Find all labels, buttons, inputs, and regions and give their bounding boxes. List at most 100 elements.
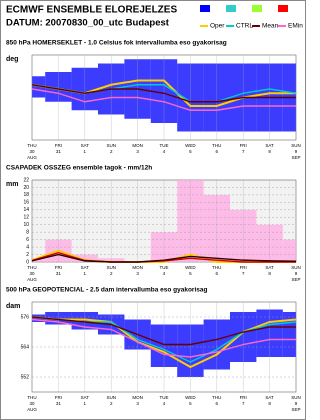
x-tick-day: 5 bbox=[189, 401, 192, 406]
legend-label: Mean bbox=[262, 23, 279, 30]
x-tick-label: TUE bbox=[160, 143, 169, 148]
y-tick-label: 16 bbox=[23, 200, 29, 206]
x-tick-day: 2 bbox=[110, 271, 113, 276]
y-tick-label: 4 bbox=[26, 244, 29, 250]
x-tick-label: SAT bbox=[265, 143, 274, 148]
legend-label: EMin bbox=[288, 23, 303, 30]
x-tick-day: 9 bbox=[295, 149, 298, 154]
x-tick-label: THU bbox=[212, 143, 221, 148]
y-tick-label: 8 bbox=[26, 230, 29, 236]
x-tick-day: 7 bbox=[242, 271, 245, 276]
page-subtitle: DATUM: 20070830_00_utc Budapest bbox=[6, 18, 170, 29]
x-tick-label: SUN bbox=[106, 143, 116, 148]
series-line bbox=[31, 84, 296, 103]
month-label: AUG bbox=[27, 277, 37, 282]
x-tick-label: WED bbox=[185, 265, 196, 270]
x-tick-label: SAT bbox=[81, 395, 90, 400]
x-tick-day: 8 bbox=[268, 149, 271, 154]
x-tick-day: 31 bbox=[56, 401, 62, 406]
x-tick-day: 30 bbox=[29, 401, 35, 406]
x-tick-label: SAT bbox=[265, 395, 274, 400]
y-tick-label: 14 bbox=[23, 207, 29, 213]
y-tick-label: 0 bbox=[26, 259, 29, 265]
y-axis-label: deg bbox=[6, 56, 18, 63]
y-tick-label: 2 bbox=[26, 252, 29, 258]
x-tick-label: FRI bbox=[240, 143, 247, 148]
x-tick-label: FRI bbox=[240, 265, 247, 270]
x-tick-label: MON bbox=[132, 265, 143, 270]
x-tick-day: 6 bbox=[216, 149, 219, 154]
x-tick-day: 31 bbox=[56, 271, 62, 276]
legend-label: Oper bbox=[210, 23, 225, 30]
x-tick-label: SUN bbox=[291, 143, 301, 148]
x-tick-label: SAT bbox=[81, 265, 90, 270]
y-tick-label: 552 bbox=[21, 374, 30, 380]
meteogram: ECMWF ENSEMBLE ELOREJELZES DATUM: 200708… bbox=[0, 0, 306, 420]
x-tick-label: THU bbox=[27, 143, 36, 148]
page-title: ECMWF ENSEMBLE ELOREJELZES bbox=[6, 5, 177, 16]
x-tick-day: 30 bbox=[29, 149, 35, 154]
x-tick-day: 3 bbox=[136, 401, 139, 406]
x-tick-day: 6 bbox=[216, 271, 219, 276]
x-tick-day: 4 bbox=[163, 271, 166, 276]
x-tick-label: SUN bbox=[106, 265, 116, 270]
panel-title: 500 hPa GEOPOTENCIAL - 2.5 dam intervall… bbox=[6, 287, 207, 294]
panel-title: CSAPADEK OSSZEG ensemble tagok - mm/12h bbox=[6, 165, 152, 172]
x-tick-day: 4 bbox=[163, 401, 166, 406]
y-tick-label: 6 bbox=[26, 237, 29, 243]
plot bbox=[31, 179, 297, 263]
x-tick-label: THU bbox=[27, 265, 36, 270]
x-tick-day: 9 bbox=[295, 401, 298, 406]
x-tick-day: 2 bbox=[110, 149, 113, 154]
x-tick-label: SUN bbox=[106, 395, 116, 400]
x-tick-day: 1 bbox=[84, 401, 87, 406]
x-tick-day: 5 bbox=[189, 149, 192, 154]
x-tick-label: THU bbox=[27, 395, 36, 400]
x-tick-day: 7 bbox=[242, 149, 245, 154]
x-tick-label: SAT bbox=[81, 143, 90, 148]
x-tick-label: FRI bbox=[55, 265, 62, 270]
x-tick-day: 30 bbox=[29, 271, 35, 276]
x-tick-day: 4 bbox=[163, 149, 166, 154]
x-tick-label: THU bbox=[212, 265, 221, 270]
x-tick-day: 8 bbox=[268, 401, 271, 406]
series-line bbox=[31, 316, 297, 369]
month-label: AUG bbox=[27, 407, 37, 412]
series-line bbox=[31, 251, 296, 263]
x-tick-label: SAT bbox=[265, 265, 274, 270]
x-tick-day: 1 bbox=[84, 149, 87, 154]
y-tick-label: 22 bbox=[23, 177, 29, 183]
x-tick-label: WED bbox=[185, 395, 196, 400]
plot bbox=[31, 302, 297, 392]
y-tick-label: 576 bbox=[21, 314, 30, 320]
x-tick-label: TUE bbox=[160, 265, 169, 270]
x-tick-label: MON bbox=[132, 143, 143, 148]
month-label: SEP bbox=[291, 407, 300, 412]
x-tick-day: 7 bbox=[242, 401, 245, 406]
y-tick-label: 10 bbox=[23, 222, 29, 228]
x-tick-day: 8 bbox=[268, 271, 271, 276]
x-tick-label: MON bbox=[132, 395, 143, 400]
spread-band bbox=[32, 258, 46, 262]
x-tick-day: 2 bbox=[110, 401, 113, 406]
x-tick-label: SUN bbox=[291, 265, 301, 270]
x-tick-day: 3 bbox=[136, 271, 139, 276]
y-tick-label: 18 bbox=[23, 192, 29, 198]
x-tick-label: THU bbox=[212, 395, 221, 400]
x-tick-day: 6 bbox=[216, 401, 219, 406]
x-tick-day: 9 bbox=[295, 271, 298, 276]
panel-title: 850 hPa HOMERSEKLET - 1.0 Celsius fok in… bbox=[6, 40, 227, 47]
x-tick-label: TUE bbox=[160, 395, 169, 400]
y-tick-label: 564 bbox=[21, 344, 30, 350]
month-label: SEP bbox=[291, 155, 300, 160]
month-label: AUG bbox=[27, 155, 37, 160]
x-tick-day: 5 bbox=[189, 271, 192, 276]
x-tick-label: SUN bbox=[291, 395, 301, 400]
series-line bbox=[31, 88, 296, 111]
x-tick-day: 1 bbox=[84, 271, 87, 276]
x-tick-label: WED bbox=[185, 143, 196, 148]
x-tick-day: 31 bbox=[56, 149, 62, 154]
legend-swatches bbox=[200, 5, 288, 12]
series-line bbox=[31, 316, 296, 346]
y-tick-label: 20 bbox=[23, 185, 29, 191]
